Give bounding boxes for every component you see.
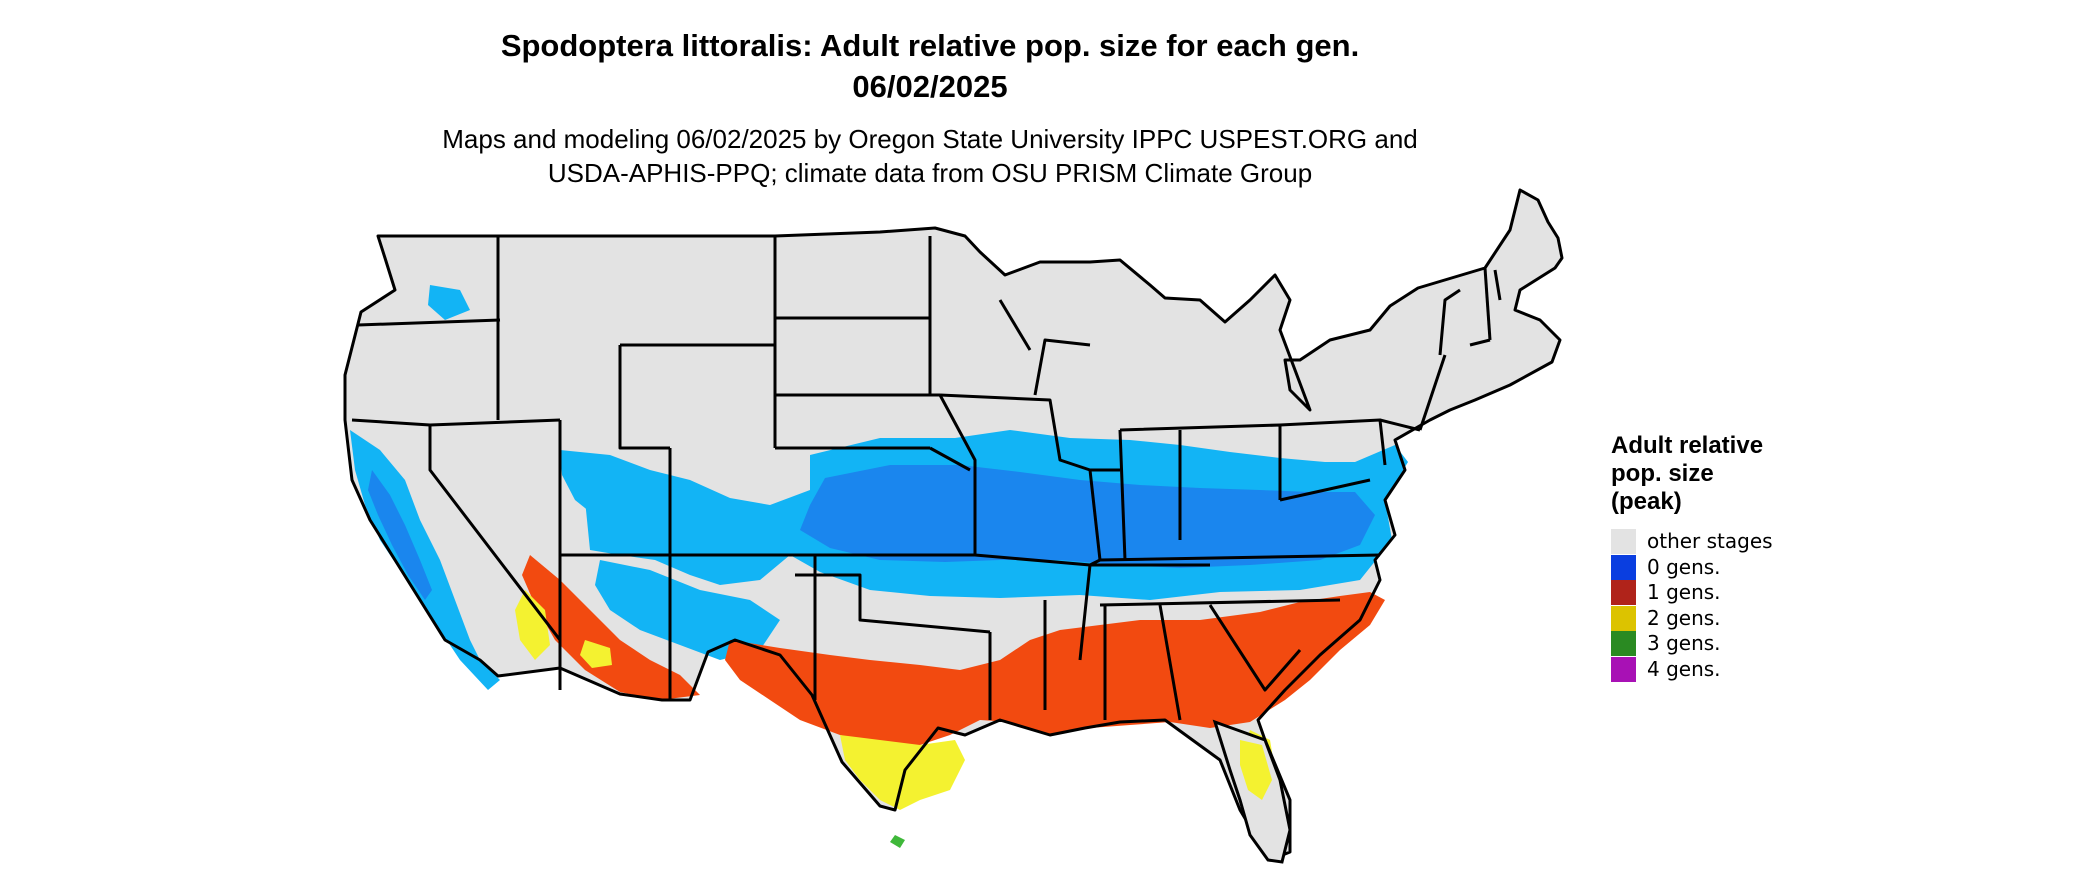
legend-label: 0 gens. xyxy=(1647,554,1721,579)
legend-title: Adult relative pop. size (peak) xyxy=(1611,432,1831,516)
legend-item: 1 gens. xyxy=(1611,580,1851,605)
legend-item: other stages xyxy=(1611,529,1851,554)
legend-label: 2 gens. xyxy=(1647,605,1721,630)
legend-item: 2 gens. xyxy=(1611,605,1851,631)
legend-item: 0 gens. xyxy=(1611,554,1851,580)
legend-label: 3 gens. xyxy=(1647,631,1721,655)
one-gen-region xyxy=(522,555,1385,745)
map-subtitle-line1: Maps and modeling 06/02/2025 by Oregon S… xyxy=(442,124,1418,154)
state-borders xyxy=(343,188,1564,862)
legend-title-line3: (peak) xyxy=(1611,488,1682,515)
legend-item: 3 gens. xyxy=(1611,631,1851,656)
legend-swatch xyxy=(1611,554,1636,580)
legend-title-line1: Adult relative xyxy=(1611,432,1764,459)
legend-item: 4 gens. xyxy=(1611,656,1851,682)
map-subtitle-line2: USDA-APHIS-PPQ; climate data from OSU PR… xyxy=(547,158,1313,188)
legend-swatch xyxy=(1611,580,1636,605)
legend-swatch xyxy=(1611,605,1636,631)
legend-label: 1 gens. xyxy=(1647,580,1721,604)
legend-label: other stages xyxy=(1647,529,1773,553)
legend-swatch xyxy=(1611,529,1636,554)
legend-swatch xyxy=(1611,631,1636,656)
legend-title-line2: pop. size xyxy=(1611,460,1714,487)
legend-swatch xyxy=(1611,656,1636,682)
us-outline xyxy=(343,188,1564,862)
map-title-line1: Spodoptera littoralis: Adult relative po… xyxy=(500,28,1360,63)
map-title-line2: 06/02/2025 xyxy=(852,69,1008,104)
legend-label: 4 gens. xyxy=(1647,656,1721,681)
